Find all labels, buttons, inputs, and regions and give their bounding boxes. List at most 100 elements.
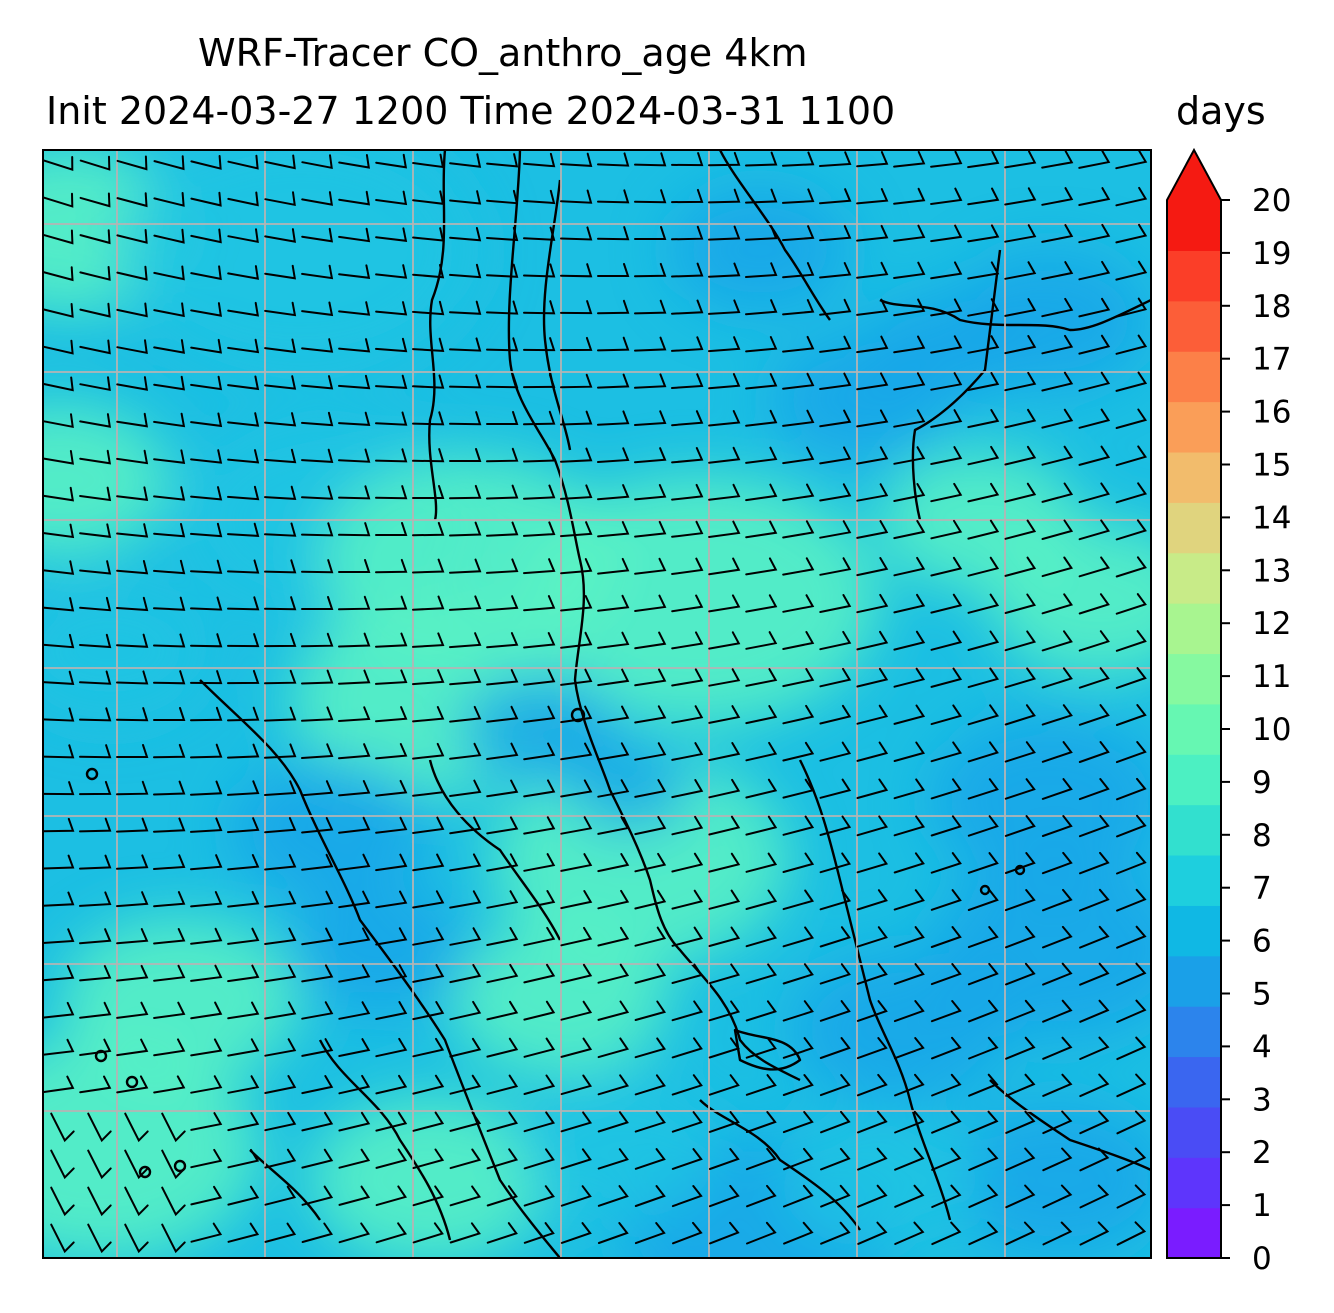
wind-barb bbox=[560, 300, 593, 315]
wind-barb bbox=[708, 262, 741, 278]
wind-barbs bbox=[43, 150, 1148, 1254]
wind-barb bbox=[79, 928, 112, 945]
wind-barb bbox=[116, 229, 148, 244]
wind-barb bbox=[1115, 519, 1147, 541]
colorbar-tick-label: 5 bbox=[1252, 977, 1272, 1013]
wind-barb bbox=[894, 1147, 925, 1171]
wind-barb bbox=[50, 1149, 75, 1180]
wind-barb bbox=[967, 704, 1000, 726]
wind-barb bbox=[449, 595, 482, 611]
colorbar-tick-label: 13 bbox=[1252, 553, 1291, 589]
wind-barb bbox=[338, 1038, 371, 1057]
wind-barb bbox=[893, 778, 926, 800]
wind-barb bbox=[449, 890, 482, 909]
wind-barb bbox=[1079, 1184, 1110, 1209]
wind-barb bbox=[190, 854, 223, 871]
wind-barb bbox=[1078, 445, 1111, 466]
wind-barb bbox=[301, 485, 334, 500]
wind-barb bbox=[412, 816, 445, 834]
wind-barb bbox=[153, 523, 186, 538]
wind-barb bbox=[708, 705, 741, 724]
wind-barb bbox=[412, 927, 445, 946]
wind-barb bbox=[893, 741, 926, 762]
field-patch bbox=[120, 150, 480, 376]
wind-barb bbox=[153, 854, 186, 870]
field-patch bbox=[450, 923, 670, 1077]
wind-barb bbox=[161, 1186, 186, 1217]
wind-barb bbox=[671, 631, 704, 650]
wind-barb bbox=[597, 410, 630, 426]
wind-barb bbox=[43, 486, 75, 502]
wind-barb bbox=[153, 228, 185, 244]
wind-barb bbox=[486, 447, 519, 463]
wind-barb bbox=[1004, 371, 1037, 392]
wind-barb bbox=[338, 669, 371, 685]
colorbar-tick-label: 11 bbox=[1252, 659, 1291, 695]
wind-barb bbox=[560, 373, 593, 389]
wind-barb bbox=[856, 261, 889, 279]
wind-barb bbox=[338, 559, 371, 573]
field-patch bbox=[310, 1096, 550, 1258]
wind-barb bbox=[1041, 371, 1074, 392]
wind-barb bbox=[79, 854, 112, 870]
wind-barb bbox=[153, 155, 185, 171]
wind-barb bbox=[227, 485, 260, 501]
colorbar-level bbox=[1167, 502, 1221, 554]
wind-barb bbox=[856, 741, 889, 762]
wind-barb bbox=[597, 521, 630, 538]
wind-barb bbox=[190, 412, 223, 428]
wind-barb bbox=[375, 632, 408, 648]
wind-barb bbox=[116, 339, 148, 355]
map-panel bbox=[43, 150, 1151, 1258]
wind-barb bbox=[1115, 371, 1148, 392]
wind-barb bbox=[597, 447, 630, 463]
wind-barb bbox=[819, 1074, 851, 1097]
colorbar-tick-label: 14 bbox=[1252, 500, 1291, 536]
wind-barb bbox=[301, 853, 334, 871]
wind-barb bbox=[856, 630, 889, 651]
wind-barb bbox=[745, 336, 778, 353]
wind-barb bbox=[338, 890, 371, 909]
wind-barb bbox=[264, 559, 297, 574]
wind-barb bbox=[597, 889, 630, 910]
wind-barb bbox=[782, 1037, 814, 1059]
colorbar-frame bbox=[1166, 147, 1222, 1259]
wind-barb bbox=[412, 153, 445, 169]
wind-barb bbox=[264, 1111, 297, 1132]
wind-barb bbox=[745, 778, 778, 799]
wind-barb bbox=[634, 852, 667, 873]
wind-barb bbox=[264, 743, 297, 759]
wind-barb bbox=[449, 227, 482, 242]
wind-barb bbox=[523, 1185, 555, 1207]
wind-barb bbox=[782, 926, 815, 948]
wind-barb bbox=[856, 446, 889, 465]
wind-barb bbox=[597, 189, 630, 204]
colorbar-tick-label: 16 bbox=[1252, 395, 1291, 431]
wind-barb bbox=[1115, 186, 1148, 207]
wind-barb bbox=[1005, 1184, 1036, 1209]
wind-barb bbox=[486, 1000, 519, 1021]
wind-barb bbox=[124, 1186, 149, 1217]
wind-barb bbox=[819, 852, 852, 874]
wind-barb bbox=[856, 372, 889, 391]
wind-barb bbox=[523, 1074, 556, 1095]
wind-barb bbox=[1004, 519, 1037, 540]
wind-barb bbox=[116, 670, 149, 685]
wind-barb bbox=[1041, 704, 1073, 726]
wind-barb bbox=[856, 815, 889, 837]
wind-barb bbox=[1115, 150, 1148, 170]
wind-barb bbox=[301, 669, 334, 685]
wind-barb bbox=[301, 338, 334, 353]
colorbar-levels bbox=[1167, 200, 1221, 1259]
wind-barb bbox=[1042, 1147, 1073, 1172]
wind-barb bbox=[560, 779, 593, 798]
wind-barb bbox=[560, 1222, 592, 1244]
wind-barb bbox=[264, 338, 297, 354]
wind-barb bbox=[1041, 482, 1074, 503]
wind-barb bbox=[523, 1148, 555, 1170]
wind-barb bbox=[856, 1037, 888, 1060]
wind-barb bbox=[930, 187, 963, 205]
wind-barb bbox=[190, 1112, 223, 1131]
wind-barb bbox=[1004, 593, 1037, 614]
wind-barb bbox=[79, 707, 112, 722]
